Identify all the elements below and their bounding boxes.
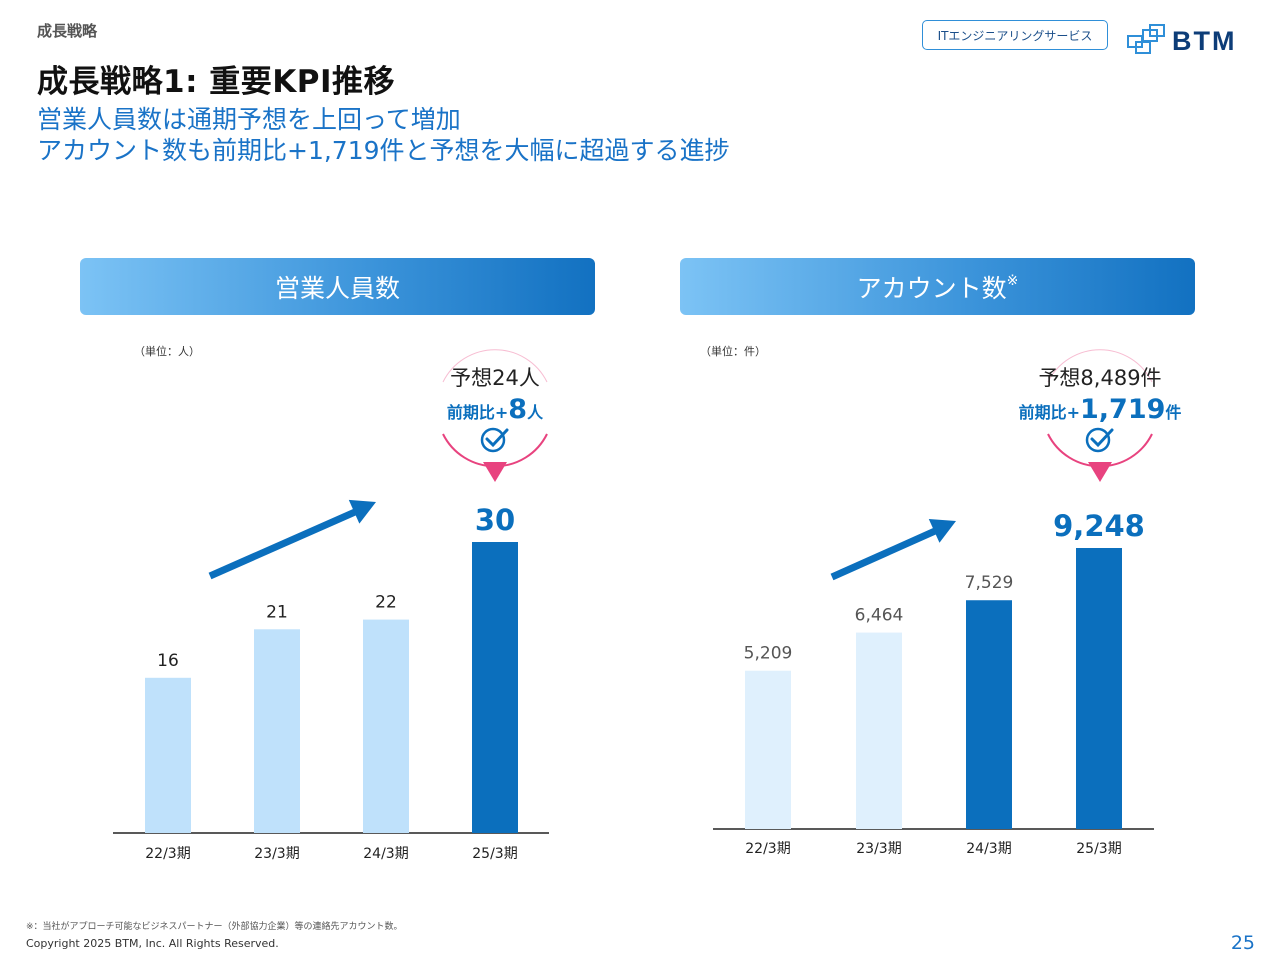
check-circle-icon — [1085, 427, 1111, 453]
bar-25/3期 — [1076, 548, 1122, 829]
page-number: 25 — [1230, 932, 1255, 954]
data-label: 9,248 — [1053, 509, 1145, 543]
trend-arrow-shaft — [830, 523, 946, 581]
check-circle-icon — [480, 427, 506, 453]
category-label: 23/3期 — [254, 846, 299, 862]
bar-22/3期 — [745, 670, 791, 829]
slide-title: 成長戦略1: 重要KPI推移 — [37, 64, 396, 100]
category-label: 25/3期 — [472, 846, 517, 862]
category-label: 25/3期 — [1076, 841, 1121, 857]
data-label: 22 — [375, 593, 397, 613]
data-label: 7,529 — [965, 573, 1014, 593]
check-mark-icon — [485, 428, 509, 448]
logo-text: BTM — [1172, 26, 1237, 56]
chart-header-accounts: アカウント数 ※ — [680, 258, 1195, 315]
callout-yoy-suffix: 件 — [1165, 403, 1181, 422]
callout-arc-top — [1047, 349, 1153, 383]
check-mark-icon — [1090, 428, 1114, 448]
bar-23/3期 — [254, 629, 300, 833]
category-label: 22/3期 — [745, 841, 790, 857]
section-label: 成長戦略 — [37, 22, 98, 40]
subtitle-line-1: 営業人員数は通期予想を上回って増加 — [37, 105, 461, 134]
unit-label-sales-staff: （単位：人） — [134, 345, 200, 358]
callout-pointer-icon — [483, 462, 507, 482]
chart-title-sales-staff: 営業人員数 — [274, 273, 400, 303]
bar-24/3期 — [363, 619, 409, 833]
data-label: 21 — [266, 602, 288, 622]
data-label: 5,209 — [744, 644, 793, 664]
callout-yoy: 前期比+1,719件 — [1019, 394, 1182, 425]
subtitle-line-2: アカウント数も前期比+1,719件と予想を大幅に超過する進捗 — [37, 136, 730, 165]
subtitle: 営業人員数は通期予想を上回って増加 アカウント数も前期比+1,719件と予想を大… — [37, 104, 730, 166]
callout-yoy-value: 1,719 — [1080, 394, 1165, 425]
callout-yoy-value: 8 — [508, 394, 527, 425]
unit-label-accounts: （単位：件） — [700, 345, 766, 358]
trend-arrow-head-icon — [348, 499, 376, 524]
callout-arc-top — [442, 349, 548, 383]
trend-arrow-shaft — [208, 504, 366, 580]
trend-arrow-head-icon — [928, 519, 956, 543]
bar-25/3期 — [472, 542, 518, 833]
category-label: 24/3期 — [363, 846, 408, 862]
chart-title-mark: ※ — [1006, 272, 1019, 289]
btm-logo-icon — [1127, 24, 1165, 54]
callout-yoy-prefix: 前期比+ — [1019, 403, 1080, 422]
bar-23/3期 — [856, 632, 902, 829]
category-label: 23/3期 — [856, 841, 901, 857]
service-badge: ITエンジニアリングサービス — [922, 20, 1108, 50]
callout-yoy-suffix: 人 — [527, 403, 544, 422]
data-label: 6,464 — [855, 606, 904, 626]
copyright: Copyright 2025 BTM, Inc. All Rights Rese… — [26, 937, 279, 950]
callout-pointer-icon — [1088, 462, 1112, 482]
callout-forecast: 予想8,489件 — [1038, 366, 1161, 390]
chart-title-accounts: アカウント数 — [856, 273, 1007, 303]
footnote: ※：当社がアプローチ可能なビジネスパートナー（外部協力企業）等の連絡先アカウント… — [26, 922, 403, 932]
callout-yoy: 前期比+8人 — [447, 394, 544, 425]
category-label: 22/3期 — [145, 846, 190, 862]
data-label: 30 — [475, 503, 515, 537]
callout-forecast: 予想24人 — [450, 366, 540, 390]
data-label: 16 — [157, 651, 179, 671]
chart-header-sales-staff: 営業人員数 — [80, 258, 595, 315]
bar-22/3期 — [145, 677, 191, 833]
bar-24/3期 — [966, 600, 1012, 829]
callout-yoy-prefix: 前期比+ — [447, 403, 508, 422]
category-label: 24/3期 — [966, 841, 1011, 857]
